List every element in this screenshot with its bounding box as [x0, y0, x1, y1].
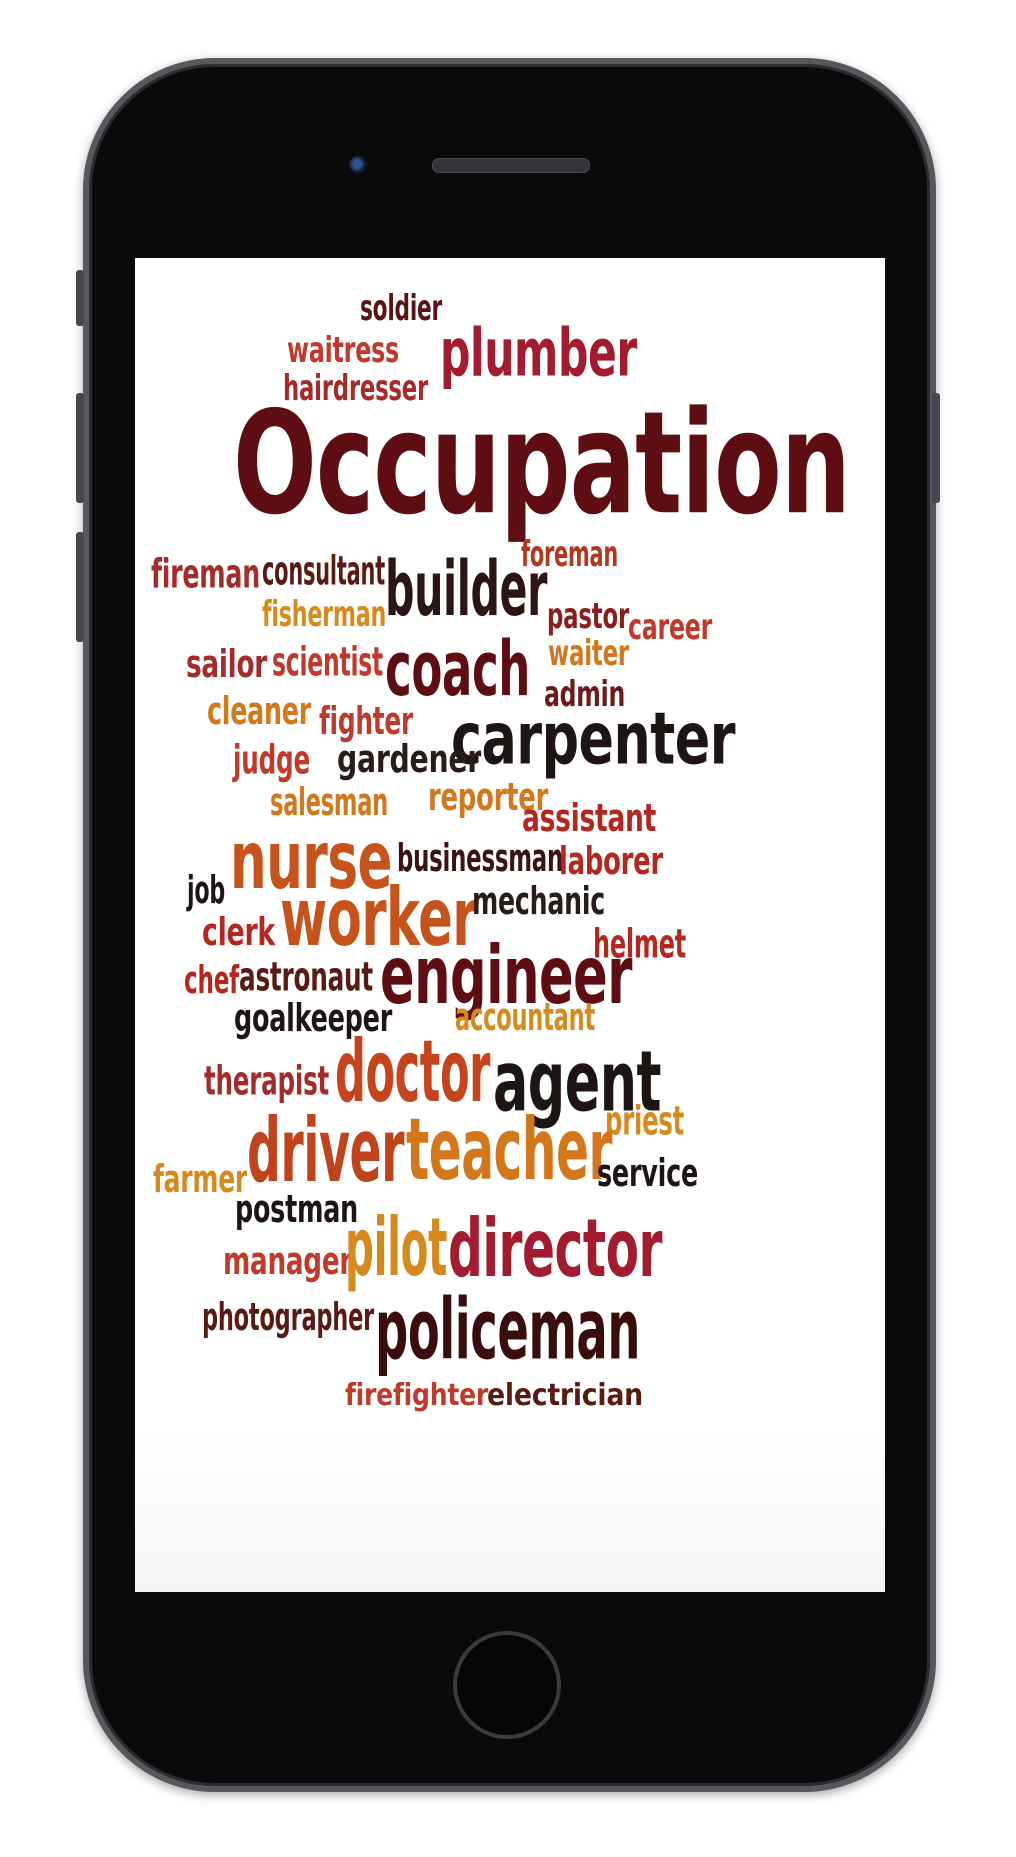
- word-worker: worker: [280, 870, 478, 965]
- word-waitress: waitress: [287, 328, 399, 371]
- word-clerk: clerk: [202, 909, 275, 955]
- word-consultant: consultant: [262, 547, 385, 595]
- word-laborer: laborer: [559, 838, 663, 884]
- word-job: job: [187, 867, 225, 913]
- word-fighter: fighter: [319, 698, 413, 744]
- word-salesman: salesman: [270, 779, 388, 825]
- word-helmet: helmet: [593, 920, 686, 968]
- word-judge: judge: [233, 736, 310, 784]
- word-cleaner: cleaner: [207, 688, 311, 734]
- word-assistant: assistant: [522, 795, 656, 841]
- word-therapist: therapist: [204, 1057, 329, 1105]
- word-manager: manager: [223, 1238, 352, 1284]
- word-doctor: doctor: [335, 1021, 490, 1122]
- word-carpenter: carpenter: [451, 696, 736, 781]
- front-camera: [349, 156, 367, 174]
- word-photographer: photographer: [202, 1294, 374, 1340]
- word-fisherman: fisherman: [262, 592, 386, 635]
- volume-up-button: [76, 393, 84, 503]
- word-firefighter: firefighter: [345, 1377, 488, 1413]
- word-occupation: Occupation: [233, 380, 851, 547]
- word-goalkeeper: goalkeeper: [234, 995, 392, 1041]
- home-button[interactable]: [453, 1631, 561, 1739]
- word-farmer: farmer: [153, 1156, 247, 1202]
- word-cloud-screen: soldier waitress hairdresser plumber Occupat…: [135, 258, 885, 1592]
- word-electrician: electrician: [487, 1377, 643, 1413]
- word-waiter: waiter: [548, 631, 629, 674]
- word-fireman: fireman: [151, 550, 260, 598]
- word-driver: driver: [247, 1099, 404, 1203]
- word-sailor: sailor: [186, 641, 267, 687]
- volume-down-button: [76, 532, 84, 642]
- power-button: [932, 393, 940, 503]
- word-nurse: nurse: [230, 813, 393, 908]
- word-astronaut: astronaut: [239, 953, 373, 1001]
- earpiece-speaker: [432, 158, 590, 173]
- word-businessman: businessman: [397, 835, 563, 881]
- word-agent: agent: [493, 1032, 662, 1131]
- word-admin: admin: [544, 672, 625, 715]
- word-career: career: [628, 605, 712, 648]
- word-gardener: gardener: [337, 736, 481, 782]
- word-reporter: reporter: [428, 774, 548, 820]
- word-accountant: accountant: [455, 994, 595, 1040]
- word-builder: builder: [385, 544, 547, 634]
- word-coach: coach: [385, 624, 530, 714]
- word-pastor: pastor: [547, 594, 629, 637]
- word-service: service: [597, 1150, 698, 1196]
- word-mechanic: mechanic: [472, 878, 605, 924]
- word-policeman: policeman: [375, 1280, 640, 1379]
- word-scientist: scientist: [272, 638, 383, 686]
- word-pilot: pilot: [345, 1200, 447, 1295]
- word-director: director: [448, 1201, 662, 1296]
- silent-switch: [76, 270, 84, 326]
- word-engineer: engineer: [380, 928, 633, 1023]
- word-plumber: plumber: [440, 314, 637, 392]
- word-chef: chef: [184, 957, 239, 1003]
- word-priest: priest: [605, 1097, 684, 1145]
- word-postman: postman: [235, 1186, 358, 1232]
- word-hairdresser: hairdresser: [283, 366, 428, 409]
- word-teacher: teacher: [406, 1099, 612, 1200]
- word-foreman: foreman: [521, 532, 618, 575]
- word-soldier: soldier: [360, 286, 442, 329]
